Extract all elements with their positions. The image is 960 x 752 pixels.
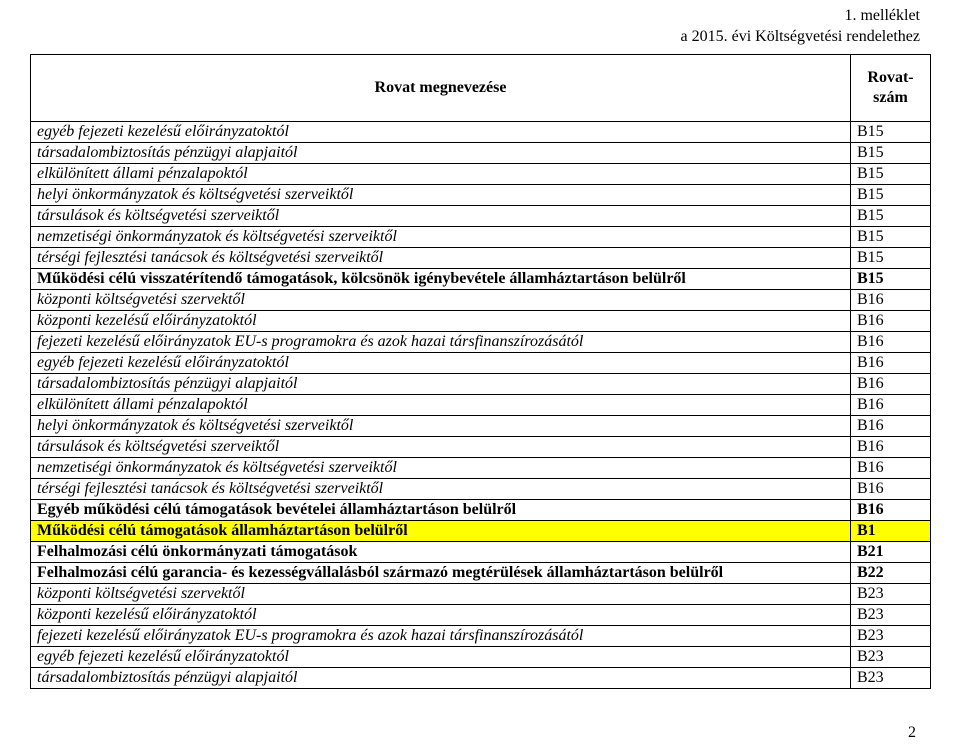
row-code: B21 (851, 542, 931, 563)
document-header: 1. melléklet a 2015. évi Költségvetési r… (681, 6, 920, 48)
table-row: központi költségvetési szervektőlB23 (31, 584, 931, 605)
row-code: B15 (851, 185, 931, 206)
table-row: Felhalmozási célú önkormányzati támogatá… (31, 542, 931, 563)
row-name: Felhalmozási célú garancia- és kezességv… (31, 563, 851, 584)
table-row: fejezeti kezelésű előirányzatok EU-s pro… (31, 332, 931, 353)
row-code: B15 (851, 269, 931, 290)
header-line-1: 1. melléklet (681, 6, 920, 27)
table-row: egyéb fejezeti kezelésű előirányzatoktól… (31, 353, 931, 374)
column-header-name: Rovat megnevezése (31, 55, 851, 122)
row-name: egyéb fejezeti kezelésű előirányzatoktól (31, 647, 851, 668)
row-name: társadalombiztosítás pénzügyi alapjaitól (31, 143, 851, 164)
row-code: B15 (851, 122, 931, 143)
row-code: B23 (851, 647, 931, 668)
budget-table-wrap: Rovat megnevezése Rovat-szám egyéb fejez… (30, 54, 930, 689)
table-row: nemzetiségi önkormányzatok és költségvet… (31, 458, 931, 479)
row-code: B16 (851, 500, 931, 521)
table-header-row: Rovat megnevezése Rovat-szám (31, 55, 931, 122)
table-row: helyi önkormányzatok és költségvetési sz… (31, 185, 931, 206)
table-row: Egyéb működési célú támogatások bevétele… (31, 500, 931, 521)
row-code: B15 (851, 206, 931, 227)
table-row: elkülönített állami pénzalapoktólB15 (31, 164, 931, 185)
header-line-2: a 2015. évi Költségvetési rendelethez (681, 27, 920, 48)
budget-table: Rovat megnevezése Rovat-szám egyéb fejez… (30, 54, 931, 689)
row-code: B16 (851, 374, 931, 395)
table-row: helyi önkormányzatok és költségvetési sz… (31, 416, 931, 437)
table-row: társadalombiztosítás pénzügyi alapjaitól… (31, 668, 931, 689)
row-code: B15 (851, 143, 931, 164)
table-row: elkülönített állami pénzalapoktólB16 (31, 395, 931, 416)
table-row: központi kezelésű előirányzatoktólB16 (31, 311, 931, 332)
table-row: központi kezelésű előirányzatoktólB23 (31, 605, 931, 626)
row-code: B16 (851, 416, 931, 437)
row-code: B16 (851, 479, 931, 500)
table-row: térségi fejlesztési tanácsok és költségv… (31, 479, 931, 500)
table-row: Működési célú támogatások államháztartás… (31, 521, 931, 542)
row-code: B23 (851, 668, 931, 689)
table-row: Működési célú visszatérítendő támogatáso… (31, 269, 931, 290)
row-name: térségi fejlesztési tanácsok és költségv… (31, 479, 851, 500)
row-name: nemzetiségi önkormányzatok és költségvet… (31, 227, 851, 248)
row-code: B15 (851, 164, 931, 185)
row-code: B1 (851, 521, 931, 542)
table-row: fejezeti kezelésű előirányzatok EU-s pro… (31, 626, 931, 647)
table-body: egyéb fejezeti kezelésű előirányzatoktól… (31, 122, 931, 689)
row-code: B16 (851, 311, 931, 332)
row-code: B16 (851, 332, 931, 353)
table-row: egyéb fejezeti kezelésű előirányzatoktól… (31, 647, 931, 668)
row-name: társadalombiztosítás pénzügyi alapjaitól (31, 374, 851, 395)
row-code: B23 (851, 605, 931, 626)
row-code: B16 (851, 353, 931, 374)
row-name: Felhalmozási célú önkormányzati támogatá… (31, 542, 851, 563)
table-row: Felhalmozási célú garancia- és kezességv… (31, 563, 931, 584)
row-name: központi kezelésű előirányzatoktól (31, 605, 851, 626)
row-name: elkülönített állami pénzalapoktól (31, 395, 851, 416)
row-name: társulások és költségvetési szerveiktől (31, 206, 851, 227)
row-code: B16 (851, 395, 931, 416)
row-code: B22 (851, 563, 931, 584)
row-name: Egyéb működési célú támogatások bevétele… (31, 500, 851, 521)
row-name: Működési célú visszatérítendő támogatáso… (31, 269, 851, 290)
row-name: helyi önkormányzatok és költségvetési sz… (31, 416, 851, 437)
row-code: B16 (851, 437, 931, 458)
row-name: központi kezelésű előirányzatoktól (31, 311, 851, 332)
row-name: fejezeti kezelésű előirányzatok EU-s pro… (31, 626, 851, 647)
row-code: B16 (851, 458, 931, 479)
row-code: B23 (851, 584, 931, 605)
table-row: társadalombiztosítás pénzügyi alapjaitól… (31, 143, 931, 164)
row-name: helyi önkormányzatok és költségvetési sz… (31, 185, 851, 206)
table-row: központi költségvetési szervektőlB16 (31, 290, 931, 311)
table-row: társulások és költségvetési szerveiktőlB… (31, 437, 931, 458)
row-name: elkülönített állami pénzalapoktól (31, 164, 851, 185)
row-code: B23 (851, 626, 931, 647)
row-name: fejezeti kezelésű előirányzatok EU-s pro… (31, 332, 851, 353)
table-row: társulások és költségvetési szerveiktőlB… (31, 206, 931, 227)
row-name: társulások és költségvetési szerveiktől (31, 437, 851, 458)
row-code: B15 (851, 227, 931, 248)
table-row: társadalombiztosítás pénzügyi alapjaitól… (31, 374, 931, 395)
column-header-code: Rovat-szám (851, 55, 931, 122)
row-name: központi költségvetési szervektől (31, 290, 851, 311)
row-name: egyéb fejezeti kezelésű előirányzatoktól (31, 122, 851, 143)
page: 1. melléklet a 2015. évi Költségvetési r… (0, 0, 960, 752)
row-name: egyéb fejezeti kezelésű előirányzatoktól (31, 353, 851, 374)
row-name: társadalombiztosítás pénzügyi alapjaitól (31, 668, 851, 689)
table-row: térségi fejlesztési tanácsok és költségv… (31, 248, 931, 269)
page-number: 2 (908, 724, 916, 742)
row-code: B16 (851, 290, 931, 311)
row-name: nemzetiségi önkormányzatok és költségvet… (31, 458, 851, 479)
row-name: Működési célú támogatások államháztartás… (31, 521, 851, 542)
row-name: központi költségvetési szervektől (31, 584, 851, 605)
row-name: térségi fejlesztési tanácsok és költségv… (31, 248, 851, 269)
table-row: nemzetiségi önkormányzatok és költségvet… (31, 227, 931, 248)
table-row: egyéb fejezeti kezelésű előirányzatoktól… (31, 122, 931, 143)
row-code: B15 (851, 248, 931, 269)
